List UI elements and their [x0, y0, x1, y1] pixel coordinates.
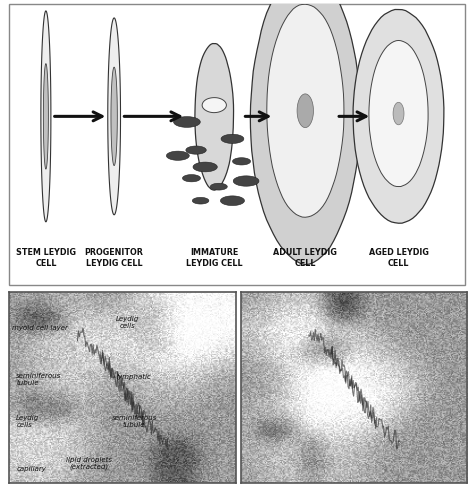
Text: Leydig
cells: Leydig cells — [116, 315, 139, 328]
Polygon shape — [186, 147, 206, 155]
Text: IMMATURE
LEYDIG CELL: IMMATURE LEYDIG CELL — [186, 248, 243, 267]
Text: lymphatic: lymphatic — [117, 373, 152, 380]
Text: Leydig
cells: Leydig cells — [16, 414, 39, 427]
Text: seminiferous
tubule: seminiferous tubule — [16, 372, 62, 385]
Polygon shape — [233, 159, 251, 165]
Polygon shape — [210, 184, 228, 191]
Text: seminiferous
tubule: seminiferous tubule — [111, 414, 157, 427]
Polygon shape — [173, 118, 201, 128]
Polygon shape — [192, 198, 209, 204]
Text: PROGENITOR
LEYDIG CELL: PROGENITOR LEYDIG CELL — [85, 248, 144, 267]
Polygon shape — [369, 41, 428, 187]
Text: myoid cell layer: myoid cell layer — [12, 324, 68, 330]
Polygon shape — [111, 68, 118, 166]
Polygon shape — [353, 10, 444, 224]
Polygon shape — [220, 197, 245, 206]
Polygon shape — [195, 44, 234, 191]
Polygon shape — [297, 95, 313, 128]
Polygon shape — [193, 163, 218, 172]
Polygon shape — [267, 5, 344, 218]
Polygon shape — [202, 99, 227, 113]
Text: STEM LEYDIG
CELL: STEM LEYDIG CELL — [16, 248, 76, 267]
Polygon shape — [166, 152, 189, 161]
Polygon shape — [393, 103, 404, 125]
Polygon shape — [250, 0, 360, 265]
Polygon shape — [233, 177, 259, 187]
Text: ADULT LEYDIG
CELL: ADULT LEYDIG CELL — [273, 248, 337, 267]
Polygon shape — [221, 135, 244, 144]
Text: AGED LEYDIG
CELL: AGED LEYDIG CELL — [369, 248, 428, 267]
Text: capillary: capillary — [16, 465, 46, 471]
Polygon shape — [108, 19, 120, 215]
Polygon shape — [41, 12, 51, 223]
FancyBboxPatch shape — [9, 5, 465, 285]
Polygon shape — [182, 175, 201, 183]
Polygon shape — [44, 64, 48, 170]
Text: lipid droplets
(extracted): lipid droplets (extracted) — [66, 456, 112, 469]
